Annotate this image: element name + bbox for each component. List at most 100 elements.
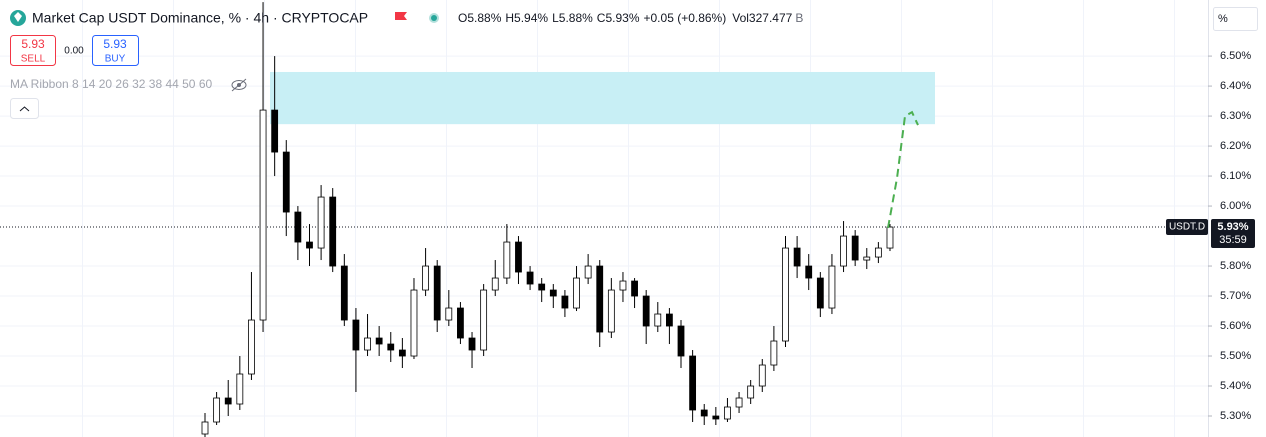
candle-body	[863, 256, 871, 261]
candle-body	[631, 280, 638, 297]
projection-path	[887, 110, 919, 229]
y-tick-label: 5.80%	[1220, 260, 1251, 272]
y-tick-label: 6.10%	[1220, 170, 1251, 182]
candle-body	[724, 406, 731, 420]
buy-button[interactable]	[92, 35, 139, 66]
y-tick-label: 5.30%	[1220, 410, 1251, 422]
legend-change: +0.05 (+0.86%)	[644, 11, 727, 25]
scale-unit: %	[1218, 13, 1228, 25]
candle-body	[840, 235, 847, 267]
legend-key: H	[505, 11, 514, 25]
y-tick-label: 5.50%	[1220, 350, 1251, 362]
candle-body	[561, 295, 569, 309]
chart-title: Market Cap USDT Dominance, % · 4h · CRYP…	[32, 10, 368, 26]
candle-body	[387, 343, 395, 351]
candle-body	[457, 307, 464, 339]
buy-price: 5.93	[103, 37, 127, 51]
spread: 0.00	[64, 46, 84, 57]
candle-body	[271, 109, 279, 153]
candle-body	[248, 319, 255, 375]
collapse-icon	[19, 106, 30, 112]
legend-key: Vol	[732, 11, 749, 25]
candle-body	[375, 337, 383, 345]
sell-button[interactable]	[10, 35, 56, 66]
candle-body	[526, 271, 534, 285]
candle-body	[329, 196, 337, 267]
candle-body	[445, 307, 453, 321]
candle-body	[352, 319, 360, 351]
y-tick-label: 5.40%	[1220, 380, 1251, 392]
candle-body	[793, 247, 801, 267]
candle-body	[480, 289, 488, 351]
y-tick-label: 6.50%	[1220, 50, 1251, 62]
candle-body	[712, 415, 720, 420]
sell-price: 5.93	[21, 37, 45, 51]
candle-body	[584, 265, 592, 279]
candle-body	[538, 283, 546, 291]
price-tag: USDT.D 5.93%35:59	[1166, 219, 1255, 249]
candle-body	[770, 340, 778, 366]
candle-body	[224, 397, 232, 405]
symbol-tag	[1166, 219, 1208, 236]
legend-value: 5.88%	[467, 11, 501, 25]
plot	[0, 2, 1208, 437]
candle-body	[294, 211, 302, 243]
buy-label: BUY	[105, 54, 126, 65]
indicator-label[interactable]: MA Ribbon 8 14 20 26 32 38 44 50 60	[10, 77, 212, 91]
eye-icon[interactable]	[231, 78, 247, 92]
candle-body	[306, 241, 313, 249]
candle-body	[654, 313, 662, 327]
candle-body	[758, 364, 766, 387]
candle-body	[700, 409, 708, 417]
candle-body	[805, 265, 813, 279]
candle-body	[677, 325, 685, 357]
candle-body	[619, 280, 627, 291]
legend-value: 5.94%	[514, 11, 548, 25]
candle-body	[515, 241, 522, 273]
legend-value: 5.93%	[605, 11, 639, 25]
legend-key: C	[597, 11, 606, 25]
y-tick-label: 6.40%	[1220, 80, 1251, 92]
candle-body	[491, 277, 499, 291]
legend-unit: B	[795, 11, 803, 25]
candle-body	[642, 295, 650, 327]
flag-icon[interactable]	[395, 12, 407, 20]
candle-body	[422, 265, 429, 291]
candle-body	[607, 289, 615, 333]
scale-unit-button[interactable]	[1213, 7, 1258, 31]
candle-body	[747, 385, 755, 399]
legend-value: 327.477	[749, 11, 793, 25]
legend-key: O	[458, 11, 467, 25]
candle-body	[259, 109, 267, 321]
candle-body	[596, 265, 604, 333]
candle-body	[340, 265, 348, 321]
symbol-icon-glyph	[14, 12, 22, 22]
candle-body	[364, 337, 371, 351]
y-tick-label: 6.30%	[1220, 110, 1251, 122]
candle-body	[851, 235, 859, 261]
legend-value: 5.88%	[559, 11, 593, 25]
status-dot	[431, 15, 437, 21]
price-tag-label: 5.93%	[1217, 221, 1248, 233]
candle-body	[282, 151, 290, 213]
price-tag-box	[1211, 219, 1255, 249]
candle-body	[782, 247, 789, 342]
candle-body	[410, 289, 418, 357]
candle-body	[573, 277, 580, 309]
candle-body	[236, 373, 244, 405]
candle-body	[816, 277, 824, 309]
candle-body	[828, 265, 836, 309]
symbol-tag-label: USDT.D	[1169, 222, 1205, 233]
collapse-button[interactable]	[10, 98, 39, 119]
candle-body	[735, 397, 743, 408]
y-tick-label: 5.70%	[1220, 290, 1251, 302]
candle-body	[503, 241, 511, 279]
legend-key: L	[552, 11, 559, 25]
candle-body	[689, 355, 697, 411]
candle-body	[398, 349, 406, 357]
candle-body	[549, 289, 557, 297]
price-countdown: 35:59	[1219, 234, 1247, 246]
y-tick-label: 5.60%	[1220, 320, 1251, 332]
